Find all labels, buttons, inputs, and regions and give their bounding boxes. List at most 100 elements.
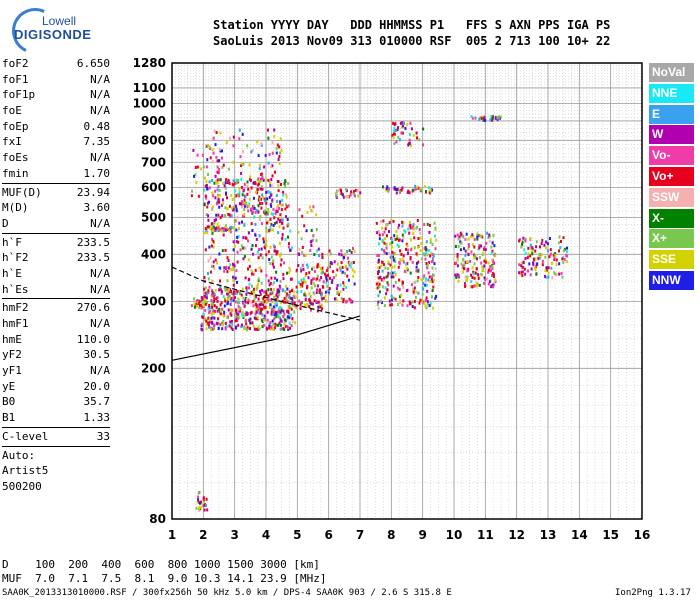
echo-point: [243, 204, 246, 208]
echo-point: [282, 226, 285, 230]
echo-point: [397, 286, 400, 290]
echo-point: [471, 116, 474, 120]
echo-point: [257, 198, 260, 202]
echo-point: [225, 265, 228, 269]
echo-point: [566, 250, 568, 254]
echo-point: [245, 322, 248, 326]
echo-point: [387, 267, 390, 271]
echo-point: [267, 250, 270, 254]
param-key: h`E: [2, 266, 22, 280]
param-value: 1.33: [83, 411, 111, 425]
param-key: D: [2, 216, 9, 230]
echo-point: [262, 178, 265, 182]
echo-point: [304, 274, 307, 278]
echo-point: [250, 222, 253, 226]
echo-point: [243, 212, 246, 216]
echo-point: [420, 278, 423, 282]
echo-point: [287, 182, 290, 186]
echo-point: [249, 293, 251, 297]
echo-point: [402, 281, 404, 285]
echo-point: [248, 202, 251, 206]
param-value: 233.5: [76, 251, 110, 265]
echo-point: [216, 300, 219, 303]
echo-point: [262, 237, 265, 241]
echo-point: [204, 299, 207, 303]
echo-point: [389, 242, 391, 246]
echo-point: [258, 248, 260, 251]
echo-point: [290, 307, 293, 311]
echo-point: [430, 251, 433, 255]
legend-item: W: [649, 125, 694, 145]
echo-point: [236, 215, 239, 219]
echo-point: [463, 247, 465, 251]
echo-point: [255, 295, 258, 299]
echo-point: [228, 229, 231, 233]
echo-point: [205, 301, 208, 304]
echo-point: [378, 237, 381, 241]
echo-point: [390, 265, 393, 269]
echo-point: [402, 254, 405, 258]
echo-point: [273, 281, 275, 285]
echo-point: [228, 213, 231, 217]
echo-point: [241, 287, 244, 291]
echo-point: [299, 303, 302, 307]
x-tick-label: 16: [634, 528, 651, 542]
param-key: hmF1: [2, 317, 29, 330]
echo-point: [227, 180, 230, 184]
echo-point: [265, 211, 268, 214]
echo-point: [539, 245, 541, 249]
echo-point: [206, 201, 209, 205]
echo-point: [310, 244, 313, 247]
echo-point: [203, 165, 205, 169]
echo-point: [406, 190, 409, 194]
echo-point: [316, 265, 319, 268]
echo-point: [353, 270, 356, 274]
echo-point: [286, 299, 289, 303]
echo-point: [216, 165, 219, 169]
echo-point: [206, 508, 209, 512]
echo-point: [386, 185, 389, 189]
echo-point: [227, 212, 230, 216]
echo-point: [304, 294, 307, 298]
echo-point: [324, 272, 326, 276]
echo-point: [254, 222, 257, 226]
echo-point: [257, 328, 259, 331]
echo-point: [261, 201, 264, 205]
echo-point: [301, 214, 304, 218]
echo-point: [267, 279, 270, 283]
echo-point: [315, 300, 318, 303]
echo-point: [413, 188, 416, 192]
echo-point: [467, 267, 470, 271]
echo-point: [218, 288, 221, 292]
echo-point: [488, 233, 491, 237]
echo-point: [201, 503, 204, 507]
echo-point: [286, 315, 289, 319]
echo-point: [310, 308, 312, 312]
echo-point: [485, 241, 488, 245]
echo-point: [238, 301, 241, 304]
echo-point: [309, 299, 311, 303]
echo-point: [352, 192, 355, 196]
echo-point: [248, 163, 251, 167]
echo-point: [469, 235, 472, 238]
echo-point: [309, 249, 312, 252]
echo-point: [398, 223, 400, 227]
echo-point: [342, 298, 345, 301]
echo-point: [334, 297, 337, 301]
echo-point: [483, 247, 485, 251]
echo-point: [393, 265, 396, 269]
echo-point: [411, 283, 413, 287]
echo-point: [280, 258, 283, 262]
echo-point: [298, 252, 301, 256]
echo-point: [280, 307, 283, 311]
echo-point: [410, 248, 413, 252]
echo-point: [264, 154, 267, 157]
echo-point: [426, 302, 429, 306]
echo-point: [565, 260, 568, 263]
echo-point: [348, 249, 351, 253]
echo-point: [219, 312, 222, 315]
echo-point: [247, 204, 250, 208]
echo-point: [218, 225, 221, 228]
echo-point: [321, 297, 324, 301]
echo-point: [271, 174, 274, 178]
